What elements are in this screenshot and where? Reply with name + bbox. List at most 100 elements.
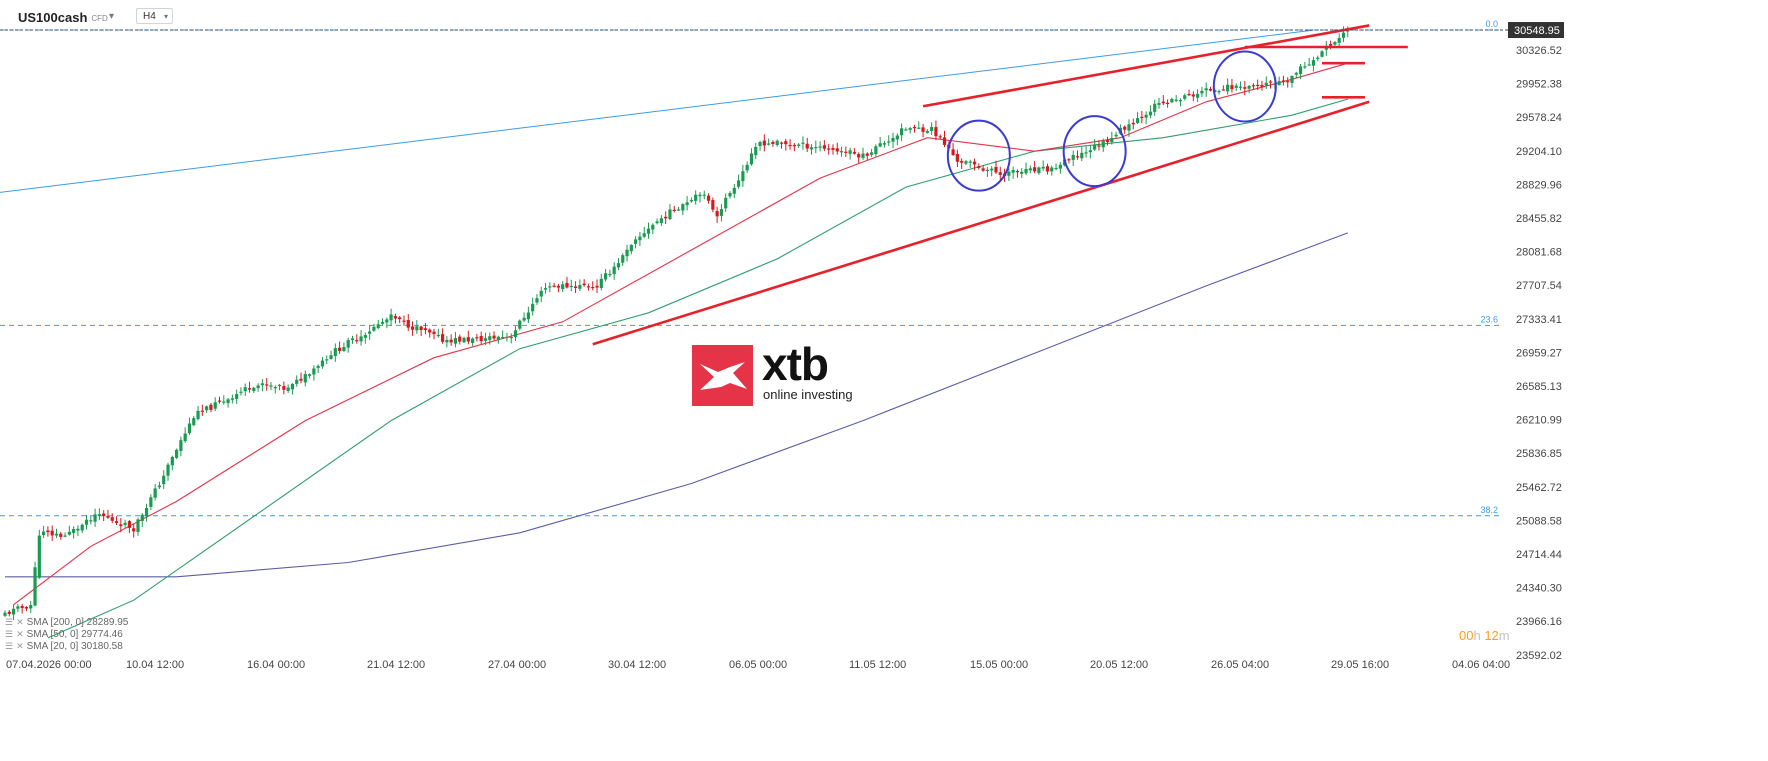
- candle-body: [102, 513, 106, 517]
- candle-body: [80, 524, 84, 531]
- close-icon[interactable]: ✕: [16, 629, 24, 639]
- candle-body: [217, 400, 222, 402]
- candle-body: [745, 164, 749, 171]
- candle-body: [1054, 167, 1058, 170]
- candle-body: [586, 286, 591, 288]
- candle-body: [762, 140, 766, 146]
- candle-body: [599, 278, 603, 289]
- candle-body: [629, 244, 633, 252]
- candle-body: [711, 200, 715, 210]
- candle-body: [1093, 144, 1097, 150]
- candle-body: [363, 335, 367, 338]
- candle-body: [239, 391, 243, 393]
- candle-body: [930, 126, 934, 132]
- candle-body: [749, 153, 754, 165]
- candle-body: [123, 522, 127, 525]
- candle-body: [857, 154, 861, 158]
- settings-icon[interactable]: ☰: [5, 641, 14, 651]
- candle-body: [333, 348, 337, 356]
- timeframe-selector[interactable]: H4 ▾: [136, 8, 173, 24]
- candle-body: [492, 335, 496, 339]
- chevron-down-icon[interactable]: ▾: [109, 11, 115, 22]
- candle-body: [788, 144, 792, 147]
- candle-body: [16, 606, 20, 609]
- price-tick-label: 24340.30: [1516, 583, 1562, 595]
- candle-body: [578, 285, 582, 289]
- price-axis[interactable]: 30326.52 29952.38 29578.24 29204.10 28829.96…: [0, 22, 1564, 662]
- candle-body: [226, 399, 230, 404]
- candle-body: [1071, 154, 1075, 160]
- time-tick-label: 10.04 12:00: [126, 659, 184, 671]
- indicator-legend-sma20[interactable]: ☰ ✕ SMA [20, 0] 30180.58: [5, 641, 123, 652]
- candle-body: [994, 166, 998, 173]
- candle-body: [1037, 167, 1041, 174]
- price-tick-label: 26959.27: [1516, 347, 1562, 359]
- candle-body: [11, 608, 16, 615]
- candle-body: [312, 368, 316, 375]
- candle-body: [934, 127, 938, 137]
- candle-body: [1050, 167, 1054, 172]
- fib-level-label: 0.0: [1485, 19, 1498, 29]
- time-tick-label: 29.05 16:00: [1331, 659, 1389, 671]
- instrument-type: CFD: [91, 14, 108, 24]
- settings-icon[interactable]: ☰: [5, 617, 14, 627]
- close-icon[interactable]: ✕: [16, 641, 24, 651]
- candle-body: [1196, 93, 1200, 98]
- highlight-circle: [1212, 50, 1277, 123]
- candle-body: [668, 209, 672, 220]
- candle-body: [153, 488, 157, 498]
- highlight-circle: [946, 119, 1011, 192]
- candle-body: [149, 497, 153, 507]
- candle-body: [1058, 164, 1062, 169]
- candle-body: [192, 418, 196, 426]
- candle-body: [7, 611, 11, 614]
- price-tick-label: 29204.10: [1516, 146, 1562, 158]
- moving-averages: [5, 62, 1348, 639]
- candle-body: [539, 290, 543, 297]
- candle-body: [1260, 84, 1264, 87]
- time-axis[interactable]: 07.04.2026 00:00 10.04 12:00 16.04 00:00 21…: [6, 659, 1510, 671]
- candlesticks: [3, 26, 1350, 621]
- candle-body: [960, 160, 964, 163]
- time-tick-label: 21.04 12:00: [367, 659, 425, 671]
- timeframe-label: H4: [143, 11, 156, 22]
- candle-body: [977, 166, 981, 168]
- candle-body: [406, 320, 410, 328]
- candle-body: [436, 334, 440, 337]
- candle-body: [822, 145, 826, 149]
- candle-body: [1226, 84, 1230, 92]
- indicator-legend-sma200[interactable]: ☰ ✕ SMA [200, 0] 28289.95: [5, 617, 128, 628]
- candle-body: [1170, 99, 1174, 103]
- drawings: [0, 24, 1408, 346]
- close-icon[interactable]: ✕: [16, 617, 24, 627]
- candle-body: [754, 146, 758, 156]
- candle-body: [89, 520, 93, 522]
- candle-body: [531, 303, 535, 312]
- candle-body: [891, 137, 895, 142]
- settings-icon[interactable]: ☰: [5, 629, 14, 639]
- indicator-label: SMA [20, 0] 30180.58: [26, 641, 123, 652]
- candle-body: [247, 388, 252, 390]
- candle-body: [286, 387, 290, 391]
- price-tick-label: 27333.41: [1516, 314, 1562, 326]
- indicator-legend-sma50[interactable]: ☰ ✕ SMA [50, 0] 29774.46: [5, 629, 123, 640]
- candle-body: [307, 374, 312, 376]
- candle-body: [54, 533, 59, 536]
- candle-body: [24, 607, 29, 609]
- chart-toolbar: US100cash CFD ▾ H4 ▾: [0, 0, 1500, 34]
- candle-body: [110, 517, 114, 521]
- candle-body: [771, 141, 775, 145]
- candle-body: [565, 282, 569, 288]
- candle-body: [93, 514, 97, 522]
- candle-body: [805, 143, 809, 149]
- price-tick-label: 25836.85: [1516, 448, 1562, 460]
- symbol-selector[interactable]: US100cash CFD: [18, 10, 108, 25]
- candle-body: [736, 180, 741, 187]
- candle-body: [938, 136, 942, 138]
- candle-body: [1148, 111, 1153, 116]
- candle-body: [1294, 72, 1298, 75]
- candle-body: [1144, 114, 1148, 118]
- candle-body: [432, 331, 436, 335]
- sma200-line: [5, 232, 1348, 578]
